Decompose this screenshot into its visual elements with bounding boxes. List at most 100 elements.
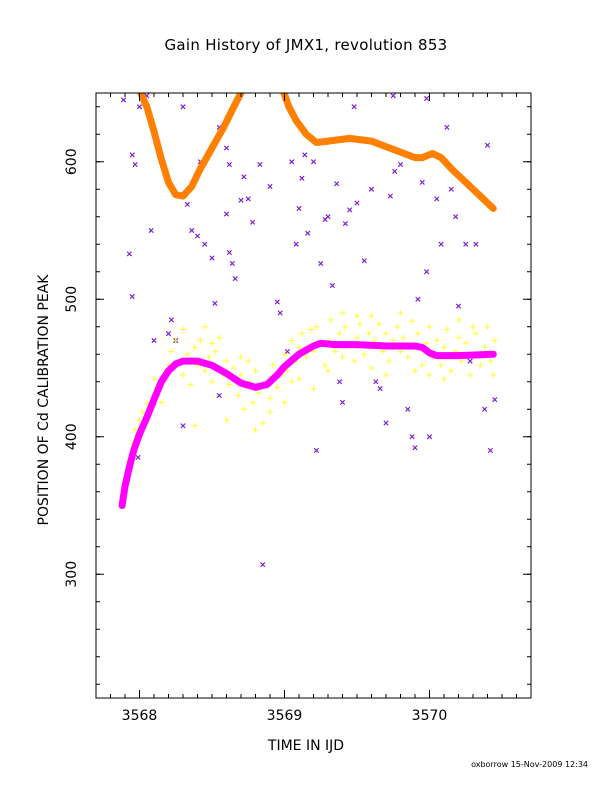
- violet-point-60: [397, 161, 404, 168]
- yellow-point-14: [172, 337, 179, 344]
- violet-point-0: [120, 97, 127, 103]
- orange-curve-segment-1: [280, 93, 497, 212]
- violet-point-22: [223, 211, 230, 217]
- violet-point-50: [347, 207, 353, 213]
- yellow-point-22: [201, 367, 208, 374]
- footer-credit: oxborrow 15-Nov-2009 12:34: [471, 760, 588, 769]
- yellow-point-59: [336, 330, 343, 337]
- yellow-point-108: [296, 376, 302, 382]
- yellow-point-23: [206, 354, 213, 360]
- yellow-point-112: [412, 367, 418, 374]
- y-tick-label-2: 500: [64, 286, 80, 313]
- yellow-point-88: [441, 344, 447, 351]
- yellow-point-84: [426, 323, 433, 330]
- yellow-point-81: [414, 330, 421, 337]
- yellow-point-90: [448, 367, 455, 374]
- violet-point-29: [250, 219, 256, 225]
- violet-point-17: [209, 255, 215, 261]
- violet-point-73: [455, 303, 462, 309]
- violet-point-49: [342, 221, 348, 227]
- yellow-point-50: [303, 354, 310, 360]
- yellow-point-103: [151, 376, 157, 382]
- violet-point-67: [426, 434, 433, 440]
- yellow-point-94: [462, 340, 469, 347]
- yellow-point-115: [191, 422, 198, 429]
- violet-point-41: [310, 159, 317, 165]
- violet-point-86: [216, 392, 222, 399]
- yellow-point-101: [487, 358, 494, 365]
- yellow-point-65: [356, 321, 363, 327]
- yellow-point-29: [226, 381, 233, 388]
- yellow-point-25: [211, 348, 218, 355]
- yellow-point-28: [223, 358, 230, 365]
- violet-point-71: [448, 186, 454, 192]
- x-tick-label-1: 3569: [267, 708, 303, 724]
- violet-point-15: [194, 233, 201, 239]
- x-axis-label: TIME IN IJD: [267, 738, 345, 754]
- yellow-point-73: [385, 358, 392, 365]
- violet-point-64: [415, 296, 421, 302]
- yellow-point-93: [458, 358, 465, 365]
- y-tick-label-3: 600: [64, 148, 80, 175]
- yellow-point-77: [400, 334, 407, 341]
- yellow-point-102: [491, 337, 498, 344]
- violet-point-28: [245, 196, 251, 202]
- yellow-point-122: [397, 310, 404, 316]
- violet-point-42: [313, 447, 319, 454]
- yellow-point-18: [187, 381, 194, 388]
- y-tick-label-0: 300: [64, 561, 80, 588]
- yellow-point-61: [342, 323, 349, 330]
- yellow-point-17: [184, 351, 191, 358]
- yellow-point-128: [245, 358, 252, 365]
- yellow-point-49: [298, 330, 305, 337]
- x-tick-label-0: 3568: [122, 708, 158, 724]
- violet-point-74: [463, 241, 469, 247]
- yellow-point-86: [433, 337, 440, 344]
- violet-point-48: [339, 399, 346, 405]
- violet-point-5: [126, 251, 132, 257]
- yellow-point-57: [327, 316, 334, 323]
- violet-point-66: [424, 269, 430, 275]
- yellow-point-120: [339, 310, 346, 316]
- yellow-point-109: [325, 367, 331, 374]
- violet-point-34: [277, 310, 283, 316]
- yellow-point-116: [223, 417, 230, 424]
- yellow-point-119: [310, 385, 317, 392]
- violet-point-72: [453, 214, 459, 220]
- yellow-point-127: [201, 323, 208, 330]
- yellow-point-32: [238, 371, 244, 378]
- violet-point-56: [377, 386, 383, 392]
- yellow-point-6: [139, 409, 146, 415]
- yellow-point-114: [470, 323, 476, 330]
- yellow-point-72: [383, 330, 389, 337]
- yellow-point-129: [288, 378, 295, 385]
- violet-point-12: [180, 104, 186, 110]
- yellow-point-82: [419, 362, 426, 369]
- violet-point-61: [405, 406, 411, 412]
- violet-point-25: [232, 276, 238, 282]
- violet-point-55: [373, 379, 379, 385]
- violet-point-79: [487, 447, 493, 454]
- violet-point-40: [305, 230, 311, 236]
- yellow-point-31: [235, 392, 242, 399]
- yellow-point-67: [365, 330, 372, 337]
- violet-point-59: [392, 168, 398, 174]
- chart-title: Gain History of JMX1, revolution 853: [164, 36, 448, 54]
- yellow-point-125: [490, 371, 497, 378]
- yellow-point-58: [332, 348, 339, 355]
- x-tick-label-2: 3570: [412, 708, 448, 724]
- y-axis-label: POSITION OF Cd CALIBRATION PEAK: [36, 274, 52, 526]
- violet-point-30: [257, 161, 263, 168]
- violet-point-78: [484, 142, 491, 148]
- violet-point-27: [241, 174, 247, 180]
- violet-point-26: [238, 197, 244, 203]
- yellow-point-99: [481, 344, 488, 351]
- yellow-point-95: [467, 371, 474, 378]
- violet-point-47: [334, 181, 340, 187]
- yellow-point-111: [383, 371, 389, 378]
- yellow-point-107: [267, 409, 273, 415]
- violet-point-87: [135, 454, 141, 460]
- violet-point-83: [424, 95, 430, 102]
- violet-point-53: [361, 258, 367, 264]
- yellow-point-35: [249, 399, 256, 406]
